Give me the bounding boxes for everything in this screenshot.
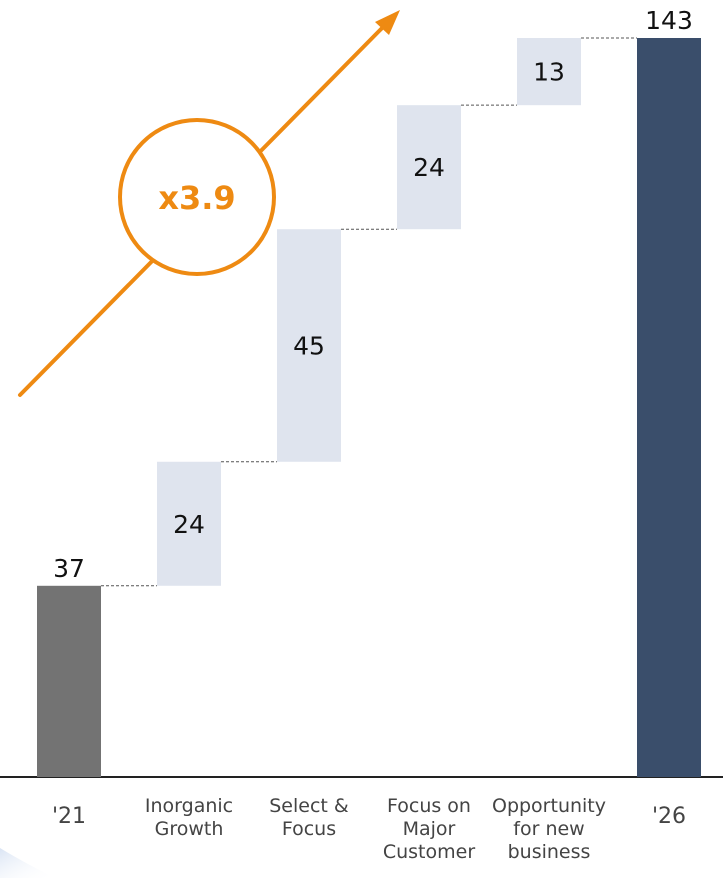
multiplier-label: x3.9 [158,179,235,217]
data-label-0: 37 [53,554,85,583]
growth-annotation: x3.9 [18,10,400,397]
category-label-4-line-1: for new [513,818,584,840]
data-label-4: 13 [533,58,565,87]
category-label-2: Select &Focus [269,795,349,840]
category-label-1-line-0: Inorganic [145,795,233,817]
bar-1 [157,461,221,586]
data-labels: 37 24 45 24 13 143 [53,6,693,583]
bar-3 [397,105,461,230]
decorative-swoosh [0,848,55,878]
data-label-3: 24 [413,153,445,182]
category-label-2-line-0: Select & [269,795,349,817]
bar-2 [277,229,341,462]
data-label-2: 45 [293,331,325,360]
category-label-0-line-0: '21 [52,804,86,829]
category-label-3-line-1: Major [403,818,456,840]
data-label-5: 143 [645,6,693,35]
data-label-1: 24 [173,510,205,539]
category-label-0: '21 [52,804,86,829]
connector-lines [101,37,637,587]
arrow-head-icon [375,10,400,35]
category-label-4-line-2: business [508,841,591,863]
category-label-1-line-1: Growth [155,818,224,840]
bars [37,38,701,777]
category-label-4-line-0: Opportunity [492,795,606,817]
bar-0 [37,585,101,777]
category-label-3-line-2: Customer [383,841,475,863]
category-label-5: '26 [652,804,686,829]
multiplier-circle [118,118,276,276]
bar-4 [517,38,581,106]
category-label-5-line-0: '26 [652,804,686,829]
bar-5 [637,38,701,777]
category-label-3-line-0: Focus on [387,795,471,817]
category-label-2-line-1: Focus [282,818,336,840]
